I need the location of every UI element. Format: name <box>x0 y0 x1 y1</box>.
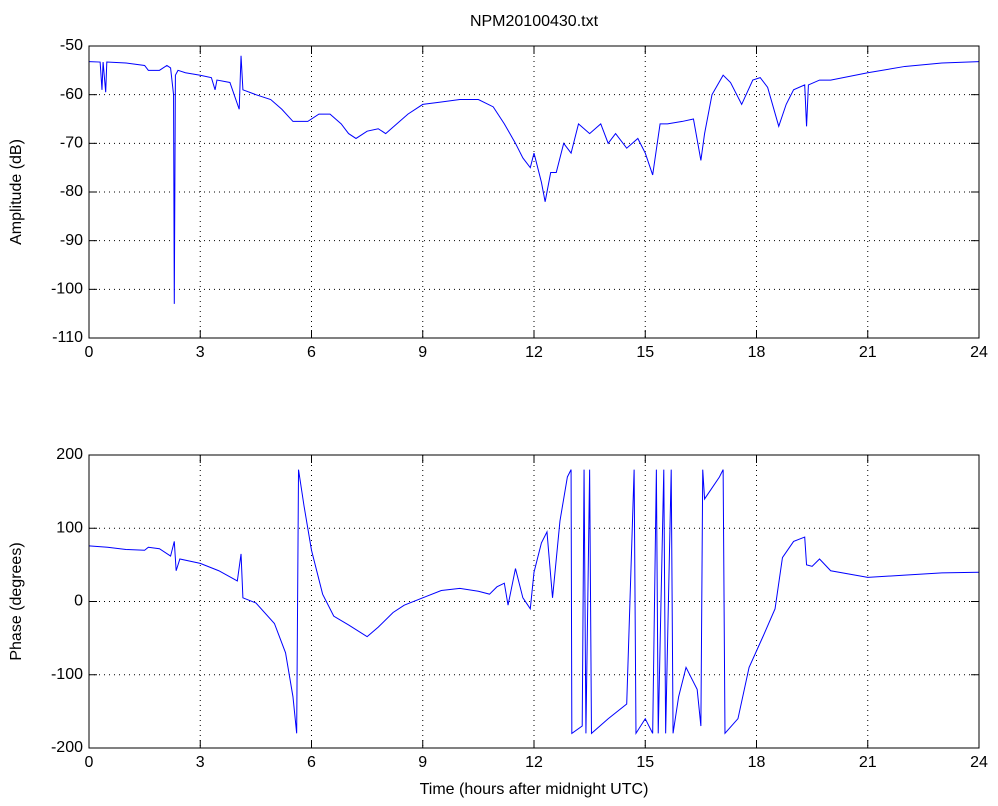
y-tick-label: 100 <box>56 519 83 536</box>
plot-frame <box>88 454 980 749</box>
y-tick-label: 0 <box>74 593 83 610</box>
x-axis-label: Time (hours after midnight UTC) <box>420 781 649 798</box>
x-tick-label: 18 <box>748 754 766 771</box>
y-tick-label: -50 <box>60 37 83 54</box>
x-tick-label: 21 <box>859 344 877 361</box>
x-tick-label: 24 <box>970 754 988 771</box>
y-tick-label: -60 <box>60 86 83 103</box>
x-tick-label: 24 <box>970 344 988 361</box>
x-tick-label: 0 <box>85 754 94 771</box>
x-tick-label: 12 <box>525 754 543 771</box>
x-tick-label: 15 <box>636 754 654 771</box>
y-tick-label: -80 <box>60 183 83 200</box>
x-tick-label: 9 <box>418 754 427 771</box>
y-axis-label: Phase (degrees) <box>8 542 25 660</box>
x-tick-label: 3 <box>196 754 205 771</box>
x-tick-label: 6 <box>307 344 316 361</box>
x-tick-label: 12 <box>525 344 543 361</box>
x-tick-label: 18 <box>748 344 766 361</box>
x-tick-label: 3 <box>196 344 205 361</box>
y-tick-label: -110 <box>52 329 83 346</box>
y-axis-label: Amplitude (dB) <box>8 139 25 245</box>
y-tick-label: -100 <box>51 281 83 298</box>
x-tick-label: 6 <box>307 754 316 771</box>
y-tick-label: -100 <box>51 666 83 683</box>
data-line <box>88 469 980 736</box>
plot-frame <box>88 45 980 339</box>
x-tick-label: 0 <box>85 344 94 361</box>
data-line <box>88 55 980 304</box>
chart-title: NPM20100430.txt <box>470 13 599 30</box>
y-tick-label: -90 <box>60 232 83 249</box>
x-tick-label: 21 <box>859 754 877 771</box>
y-tick-label: -200 <box>51 739 83 756</box>
y-tick-label: -70 <box>60 135 83 152</box>
y-tick-label: 200 <box>56 446 83 463</box>
x-tick-label: 15 <box>636 344 654 361</box>
x-tick-label: 9 <box>418 344 427 361</box>
